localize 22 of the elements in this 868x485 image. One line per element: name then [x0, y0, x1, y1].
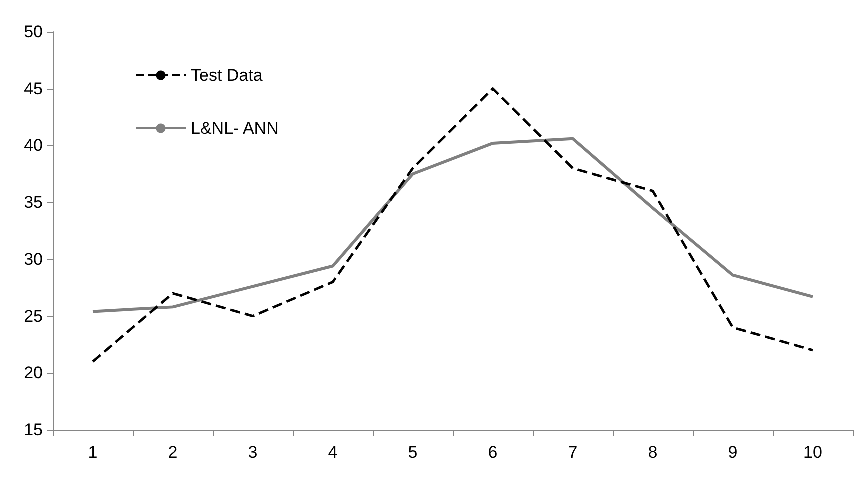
x-tick-label: 4 — [328, 443, 338, 462]
x-tick-label: 5 — [408, 443, 418, 462]
y-tick-label: 30 — [24, 250, 43, 269]
x-tick-label: 9 — [728, 443, 738, 462]
x-tick-label: 8 — [648, 443, 658, 462]
x-tick-label: 1 — [88, 443, 98, 462]
y-tick-label: 25 — [24, 306, 43, 326]
x-tick-label: 3 — [248, 443, 258, 462]
y-tick-label: 45 — [24, 79, 43, 98]
y-tick-label: 40 — [24, 136, 43, 156]
legend-label: Test Data — [191, 66, 264, 85]
x-tick-label: 10 — [804, 443, 822, 462]
x-tick-label: 7 — [568, 443, 578, 462]
legend-label: L&NL- ANN — [191, 119, 279, 138]
line-series — [92, 88, 814, 364]
x-tick-label: 6 — [488, 443, 498, 462]
line-series — [92, 137, 814, 314]
y-tick-label: 50 — [24, 22, 43, 42]
y-tick-label: 20 — [24, 364, 43, 383]
x-tick-label: 2 — [168, 443, 178, 462]
y-tick-label: 35 — [24, 193, 43, 212]
y-tick-label: 15 — [24, 420, 43, 440]
